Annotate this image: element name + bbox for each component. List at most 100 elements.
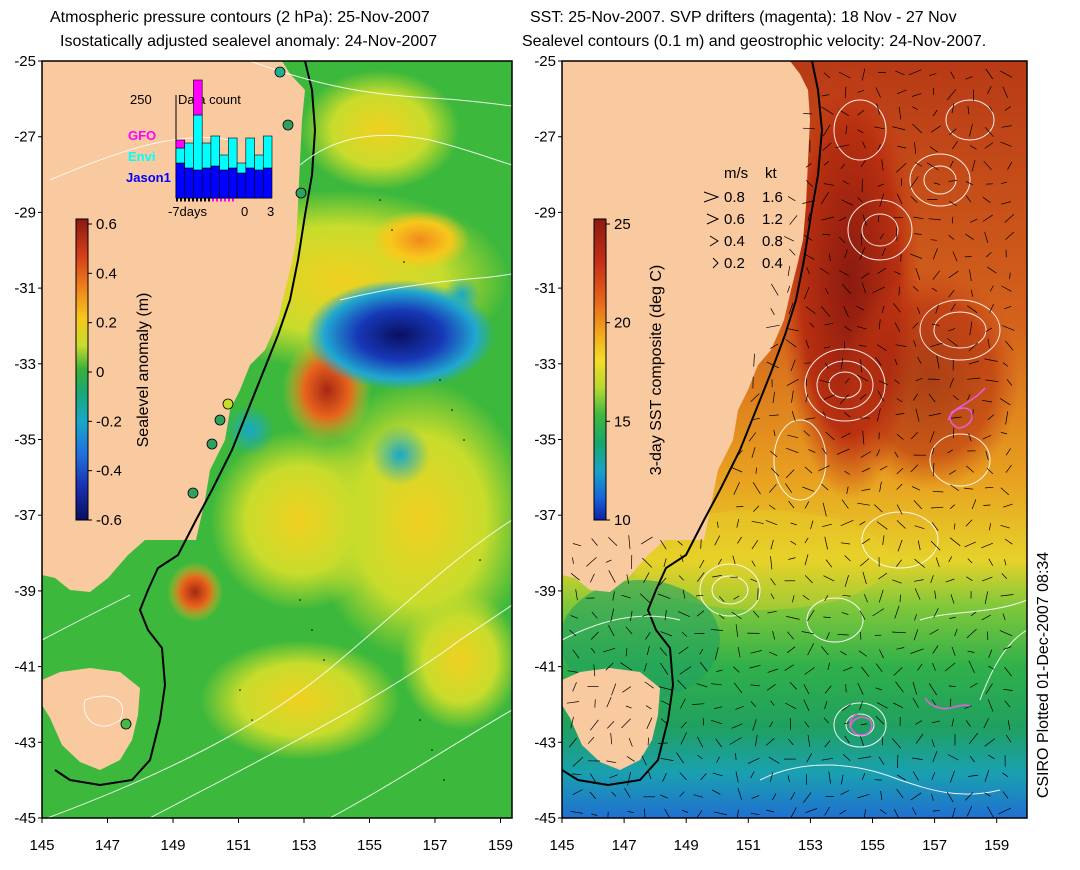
velocity-arrow: [872, 608, 885, 617]
velocity-arrow: [621, 594, 631, 599]
velocity-arrow: [935, 557, 940, 567]
inset-bar-envi: [262, 135, 273, 169]
inset-bar-jason: [228, 167, 238, 199]
velocity-arrow: [968, 342, 979, 352]
velocity-arrow: [839, 394, 849, 405]
y-tick-label: -35: [534, 432, 556, 449]
inset-title: Data count: [178, 92, 241, 107]
velocity-arrow: [750, 393, 760, 402]
velocity-arrow: [691, 703, 705, 705]
velocity-arrow: [824, 700, 828, 710]
velocity-arrow: [803, 430, 810, 437]
velocity-arrow: [570, 716, 574, 729]
y-tick-label: -45: [14, 810, 36, 827]
x-tick-label: 151: [736, 837, 761, 854]
velocity-arrow: [819, 267, 830, 275]
velocity-arrow: [821, 447, 827, 455]
velocity-arrow: [876, 702, 888, 709]
velocity-arrow: [823, 72, 831, 79]
velocity-arrow: [840, 357, 844, 370]
velocity-arrow: [590, 773, 596, 783]
velocity-arrow: [680, 732, 687, 745]
velocity-legend-kt: 1.2: [762, 211, 783, 228]
velocity-arrow: [912, 681, 918, 695]
velocity-arrow: [894, 379, 900, 384]
velocity-arrow: [787, 285, 791, 293]
velocity-legend-header-ms: m/s: [724, 165, 748, 182]
velocity-arrow: [751, 447, 756, 458]
velocity-legend-arrow: [706, 213, 720, 225]
velocity-arrow: [840, 519, 854, 527]
velocity-arrow: [731, 723, 743, 729]
velocity-arrow: [857, 756, 872, 760]
velocity-arrow: [971, 499, 977, 510]
velocity-arrow: [680, 698, 686, 709]
velocity-arrow: [805, 306, 816, 314]
velocity-arrow: [988, 558, 994, 566]
velocity-arrow: [825, 559, 833, 568]
velocity-arrow: [984, 769, 990, 782]
velocity-arrow: [605, 662, 614, 671]
velocity-arrow: [857, 89, 865, 93]
velocity-arrow: [913, 629, 919, 641]
velocity-arrow: [857, 129, 864, 134]
velocity-arrow: [677, 540, 683, 546]
velocity-legend-kt: 0.4: [762, 255, 783, 272]
velocity-arrow: [735, 624, 739, 638]
velocity-arrow: [819, 379, 830, 384]
velocity-legend-arrow: [709, 235, 719, 247]
y-tick-label: -41: [534, 659, 556, 676]
velocity-arrow: [627, 810, 634, 813]
velocity-arrow: [838, 236, 846, 243]
velocity-arrow: [840, 163, 845, 170]
velocity-arrow: [863, 594, 868, 603]
velocity-arrow: [606, 696, 612, 708]
velocity-arrow: [712, 772, 723, 777]
velocity-arrow: [967, 305, 978, 314]
inset-bar-envi: [245, 137, 255, 169]
velocity-arrow: [790, 522, 798, 526]
velocity-arrow: [824, 362, 829, 369]
velocity-arrow: [748, 432, 757, 442]
velocity-arrow: [969, 123, 973, 137]
velocity-arrow: [660, 662, 669, 675]
velocity-arrow: [911, 93, 922, 97]
velocity-arrow: [1002, 362, 1009, 367]
velocity-arrow: [930, 342, 943, 348]
velocity-arrow: [625, 705, 632, 709]
velocity-arrow: [769, 721, 774, 728]
velocity-arrow: [823, 616, 831, 618]
velocity-arrow: [646, 646, 650, 656]
velocity-arrow: [894, 451, 899, 458]
velocity-arrow: [822, 142, 832, 151]
velocity-arrow: [1005, 340, 1014, 351]
velocity-arrow: [965, 76, 973, 80]
velocity-arrow: [591, 611, 598, 619]
velocity-legend-ms: 0.2: [724, 255, 745, 272]
colorbar-tick-label: -0.4: [96, 463, 122, 480]
velocity-arrow: [660, 540, 667, 550]
velocity-arrow: [820, 306, 831, 318]
velocity-legend: m/s kt 0.8 1.6 0.6 1.2 0.4 0.8 0.2 0.4: [703, 165, 783, 272]
velocity-arrow: [969, 682, 978, 688]
velocity-arrow: [569, 737, 577, 748]
velocity-arrow: [944, 662, 956, 672]
velocity-arrow: [932, 810, 940, 812]
colorbar-tick-label: 10: [614, 512, 631, 529]
velocity-arrow: [987, 806, 995, 818]
colorbar-tick-label: 0.2: [96, 315, 117, 332]
velocity-arrow: [821, 106, 834, 115]
y-tick-label: -33: [14, 356, 36, 373]
velocity-arrow: [589, 573, 595, 583]
velocity-arrow: [985, 486, 994, 489]
velocity-arrow: [896, 162, 907, 173]
velocity-arrow: [733, 481, 740, 495]
y-tick-label: -37: [534, 507, 556, 524]
velocity-arrow: [769, 651, 778, 656]
velocity-arrow: [913, 340, 917, 347]
velocity-arrow: [715, 738, 723, 748]
velocity-arrow: [770, 450, 778, 458]
velocity-arrow: [878, 756, 885, 765]
velocity-arrow: [750, 578, 757, 582]
velocity-arrow: [612, 591, 615, 601]
